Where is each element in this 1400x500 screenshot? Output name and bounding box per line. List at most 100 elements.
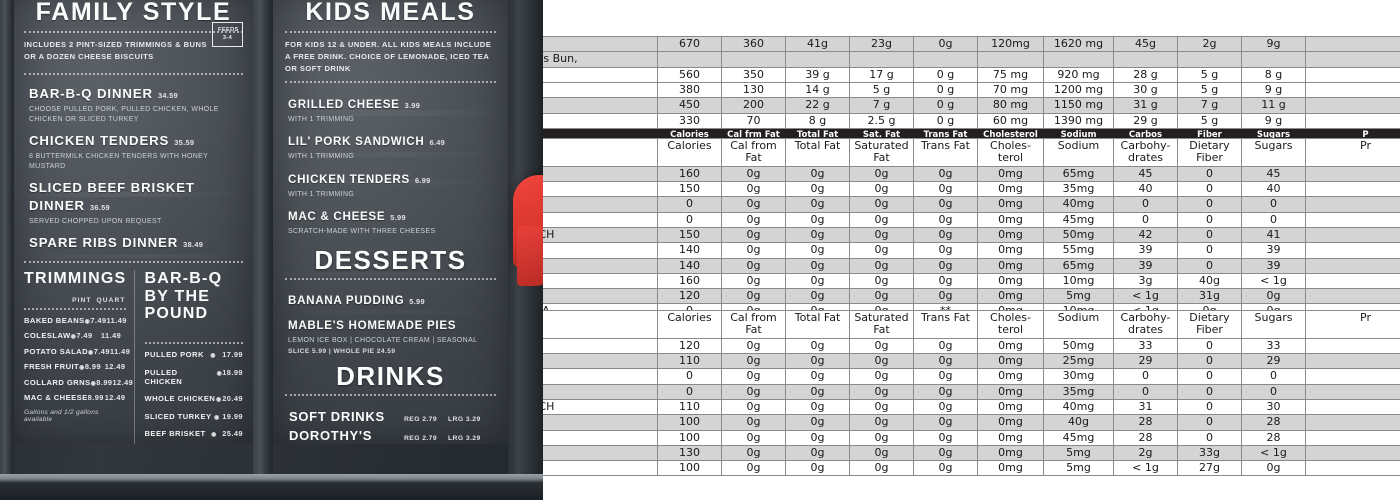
column-header: Cal from Fat	[721, 138, 786, 167]
table-cell: 100	[657, 460, 722, 477]
row-label	[543, 81, 658, 99]
table-cell	[721, 51, 786, 68]
table-cell: 120mg	[977, 35, 1044, 53]
table-cell: 70	[721, 112, 786, 129]
table-cell: 0 g	[913, 66, 978, 83]
table-cell: 8 g	[1241, 66, 1306, 83]
column-header: Calories	[657, 138, 722, 167]
kids-menu-item: LIL' PORK SANDWICH 6.49 WITH 1 TRIMMING	[288, 132, 496, 162]
table-cell	[1305, 383, 1400, 400]
table-cell: 0	[1177, 242, 1242, 259]
table-cell: 1620 mg	[1043, 35, 1114, 53]
table-cell: 110	[657, 398, 722, 416]
table-cell: 380	[657, 81, 722, 99]
by-the-pound-column: BAR-B-Q BY THE POUND PULLED PORK ◉ 17.99 P…	[133, 270, 244, 444]
table-cell: 150	[657, 226, 722, 244]
kids-menu-item: CHICKEN TENDERS 6.99 WITH 1 TRIMMING	[288, 170, 496, 200]
gluten-free-icon: ◉	[210, 353, 216, 360]
table-cell: 17 g	[849, 66, 914, 83]
trimming-name: MAC & CHEESE	[24, 393, 88, 402]
table-cell: 0g	[785, 226, 850, 244]
kids-menu-item: MAC & CHEESE 5.99 SCRATCH-MADE WITH THREE…	[288, 207, 496, 237]
table-cell: 39	[1113, 242, 1178, 259]
table-cell: 5 g	[1177, 112, 1242, 129]
pound-price: 18.99	[222, 367, 243, 377]
table-cell: 0g	[913, 414, 978, 431]
drink-row: DOROTHY'S TEA REG 2.79 LRG 3.29	[289, 428, 492, 444]
column-header: Trans Fat	[913, 310, 978, 339]
table-cell: 41g	[785, 35, 850, 53]
table-cell: 29 g	[1113, 112, 1178, 129]
drinks-title: DRINKS	[336, 361, 445, 391]
table-row: EMONADE1600g0g0g0g0mg10mg3g40g< 1g	[543, 272, 1400, 290]
pound-price: 17.99	[222, 350, 243, 360]
pint-header: PINT	[72, 296, 92, 304]
trimmings-footnote: Gallons and 1/2 gallons available	[24, 408, 99, 423]
table-cell: < 1g	[1241, 444, 1306, 462]
table-cell: 0g	[785, 398, 850, 416]
item-desc: 8 BUTTERMILK CHICKEN TENDERS WITH HONEY …	[29, 152, 209, 170]
table-cell: 0g	[785, 429, 850, 446]
gluten-free-icon: ◉	[88, 349, 94, 356]
table-cell: 41	[1241, 226, 1306, 244]
dotted-rule-4	[24, 307, 126, 310]
table-cell: 0g	[721, 383, 786, 400]
table-cell: 0mg	[977, 383, 1044, 400]
pound-name: SLICED TURKEY	[144, 411, 212, 421]
table-cell: 130	[721, 81, 786, 99]
table-cell: 0g	[785, 242, 850, 259]
column-header: Dietary Fiber	[1177, 138, 1242, 167]
menu-board-left: FAMILY STYLE INCLUDES 2 PINT-SIZED TRIMM…	[14, 0, 253, 444]
table-cell: 0 g	[913, 97, 978, 114]
kids-meals-subtitle: FOR KIDS 12 & UNDER. ALL KIDS MEALS INCL…	[285, 40, 492, 73]
table-cell: 31g	[1177, 288, 1242, 305]
item-name: CHICKEN TENDERS	[288, 172, 410, 186]
table-cell: 0g	[721, 196, 786, 213]
table-cell: 45mg	[1043, 429, 1114, 446]
table-row: OOT BEER1200g0g0g0g0mg50mg33033	[543, 337, 1400, 354]
table-cell	[1305, 368, 1400, 385]
table-cell: 33	[1113, 337, 1178, 354]
nutrition-table-top: i & Cheese67036041g23g0g120mg1620 mg45g2…	[543, 35, 1400, 144]
menu-board-photo: FAMILY STYLE INCLUDES 2 PINT-SIZED TRIMM…	[0, 0, 543, 500]
table-cell: 0	[1113, 196, 1178, 213]
table-cell	[1305, 81, 1400, 99]
row-label: KE	[543, 211, 658, 228]
table-cell: 0g	[721, 257, 786, 274]
table-cell: 9 g	[1241, 81, 1306, 99]
table-cell: 0	[1241, 383, 1306, 400]
pint-price: 8.99	[87, 393, 104, 402]
gluten-free-icon: ◉	[216, 370, 223, 377]
item-desc: SERVED CHOPPED UPON REQUEST	[29, 218, 162, 226]
pint-price: 7.49	[93, 346, 110, 356]
table-cell: 40	[1241, 180, 1306, 198]
row-label: KE	[543, 383, 658, 400]
table-cell: 0g	[849, 180, 914, 198]
table-cell: 0g	[785, 196, 850, 213]
table-cell	[1305, 460, 1400, 477]
table-cell: 2g	[1177, 35, 1242, 53]
table-cell: 0	[1241, 368, 1306, 385]
row-label: LA	[543, 352, 658, 370]
item-desc: WITH 1 TRIMMING	[288, 116, 355, 124]
table-cell	[1305, 288, 1400, 305]
table-cell: 0 g	[913, 81, 978, 99]
table-cell: 29	[1241, 352, 1306, 370]
table-cell: 0g	[721, 414, 786, 431]
table-cell: 39	[1241, 257, 1306, 274]
table-cell: 0g	[785, 444, 850, 462]
item-price: 38.49	[183, 240, 204, 250]
row-label: EMONADE	[543, 272, 658, 290]
gluten-free-icon: ◉	[211, 432, 217, 439]
table-cell: 30 g	[1113, 81, 1178, 99]
pound-row: BEEF BRISKET ◉ 25.49	[145, 429, 244, 438]
section-label: EVERAGES	[543, 310, 658, 339]
table-cell: 1150 mg	[1043, 97, 1114, 114]
table-cell: 0g	[913, 368, 978, 385]
table-cell: 0	[1177, 180, 1242, 198]
table-cell: 670	[657, 35, 722, 53]
table-cell: 65mg	[1043, 165, 1114, 182]
table-cell	[1305, 337, 1400, 354]
pint-price: 8.99	[96, 377, 113, 387]
